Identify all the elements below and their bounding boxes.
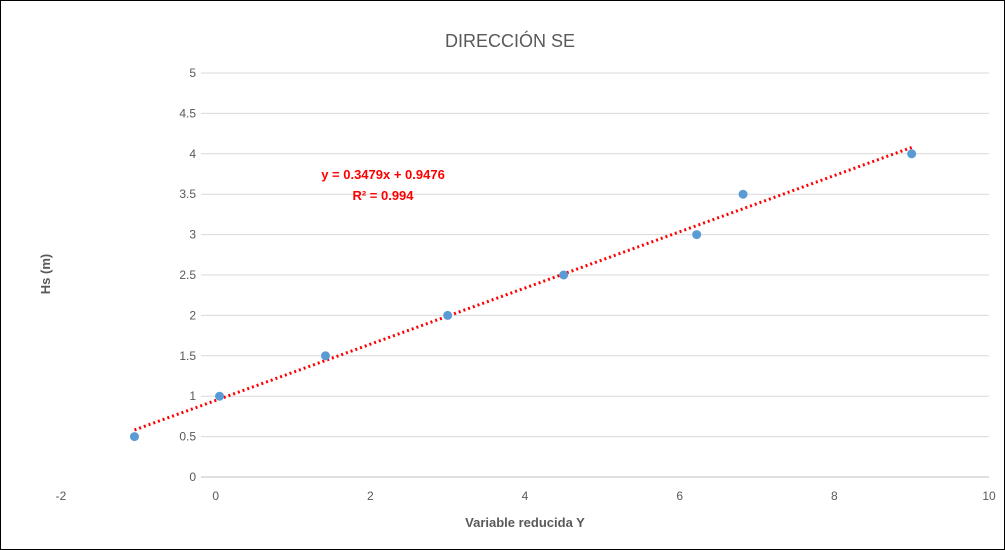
data-point [129, 432, 139, 442]
trendline-r-squared: R² = 0.994 [352, 188, 414, 203]
y-tick-label: 1 [189, 389, 196, 403]
x-tick-label: 8 [831, 489, 838, 503]
x-axis-label: Variable reducida Y [465, 515, 585, 530]
data-point [215, 391, 225, 401]
y-tick-label: 1.5 [179, 349, 196, 363]
y-tick-label: 3.5 [179, 187, 196, 201]
y-tick-label: 0 [189, 470, 196, 484]
data-point [738, 189, 748, 199]
y-tick-label: 0.5 [179, 430, 196, 444]
y-tick-label: 3 [189, 228, 196, 242]
data-point [692, 230, 702, 240]
x-tick-label: 2 [367, 489, 374, 503]
trendline [133, 146, 913, 432]
trendline-equation: y = 0.3479x + 0.9476 [321, 167, 445, 182]
y-tick-label: 4.5 [179, 106, 196, 120]
y-tick-label: 2.5 [179, 268, 196, 282]
data-point [907, 149, 917, 159]
data-point [443, 310, 453, 320]
trendline-layer [133, 146, 913, 432]
y-axis-label: Hs (m) [38, 254, 53, 294]
y-tick-labels: 0 0.5 1 1.5 2 2.5 3 3.5 4 4.5 5 [179, 66, 196, 484]
data-point [320, 351, 330, 361]
grid-layer [201, 72, 989, 478]
data-points [129, 149, 917, 442]
x-tick-labels: -2 0 2 4 6 8 10 [56, 489, 996, 503]
chart-title: DIRECCIÓN SE [445, 30, 575, 51]
x-tick-label: 10 [982, 489, 996, 503]
y-tick-label: 2 [189, 308, 196, 322]
y-tick-label: 4 [189, 147, 196, 161]
x-tick-label: 0 [212, 489, 219, 503]
x-tick-label: 6 [676, 489, 683, 503]
data-point [559, 270, 569, 280]
x-tick-label: -2 [56, 489, 67, 503]
y-tick-label: 5 [189, 66, 196, 80]
x-tick-label: 4 [522, 489, 529, 503]
